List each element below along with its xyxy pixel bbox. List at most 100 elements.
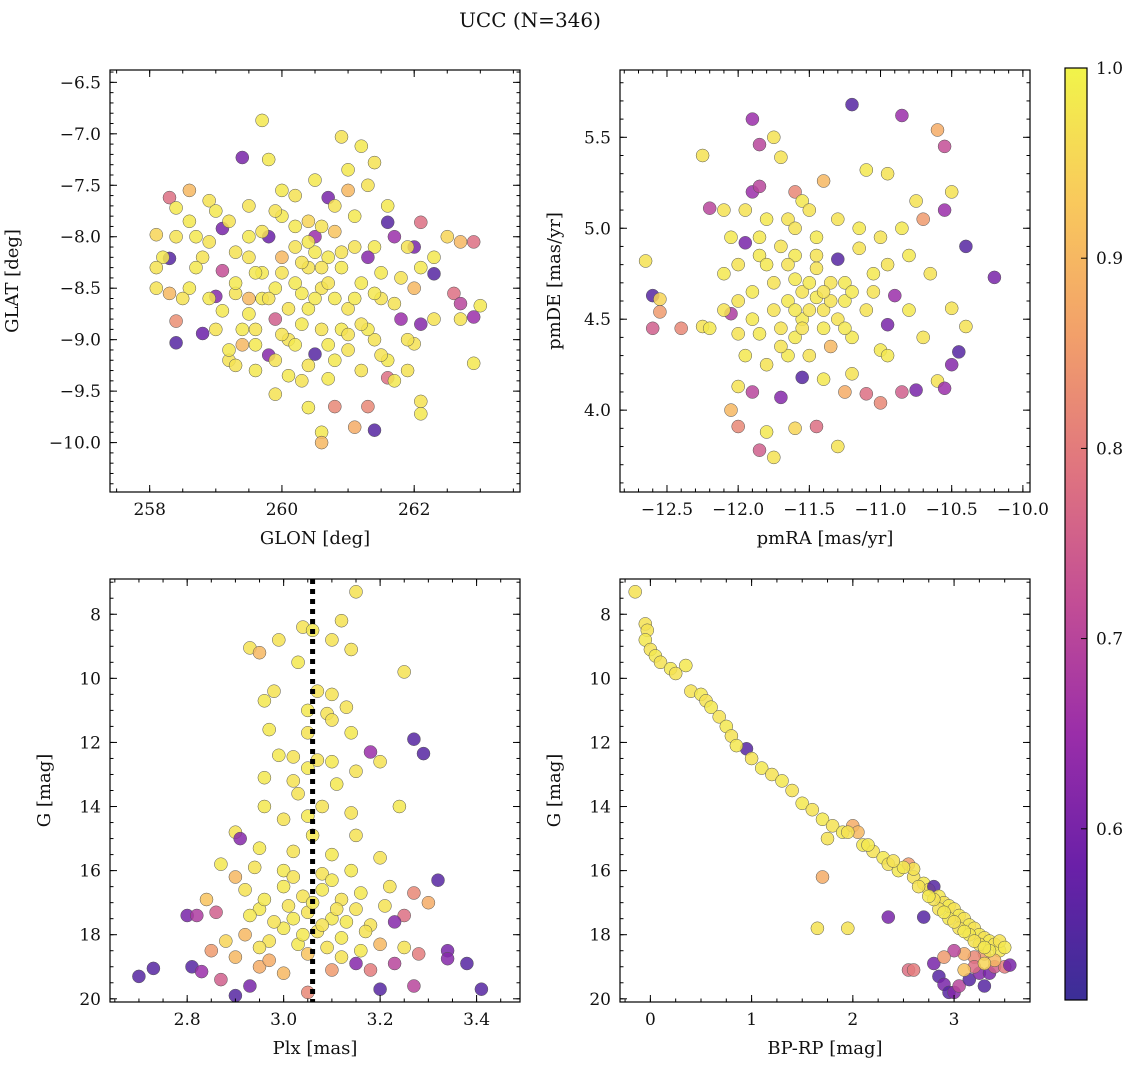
- data-point: [859, 303, 874, 317]
- data-point: [314, 322, 329, 337]
- data-point: [752, 443, 767, 457]
- data-point: [276, 966, 291, 980]
- data-point: [295, 255, 309, 270]
- data-point: [268, 204, 283, 218]
- colorbar-tick-label: 0.9: [1096, 249, 1123, 269]
- data-point: [638, 254, 653, 268]
- data-point: [397, 908, 411, 923]
- data-point: [838, 321, 852, 336]
- data-point: [349, 764, 363, 779]
- data-point: [255, 113, 269, 128]
- data-point: [944, 357, 959, 372]
- data-point: [146, 961, 161, 976]
- y-tick-label: 12: [589, 733, 611, 753]
- x-tick-label: 258: [133, 500, 165, 520]
- data-point: [704, 700, 718, 714]
- data-point: [308, 173, 322, 187]
- data-point: [466, 235, 481, 249]
- data-point: [774, 150, 788, 165]
- data-point: [825, 819, 840, 833]
- y-tick-label: −6.5: [60, 73, 101, 93]
- y-tick-label: −10.0: [49, 434, 101, 454]
- data-point: [411, 947, 426, 961]
- data-point: [759, 357, 774, 372]
- data-point: [859, 163, 874, 177]
- data-point: [653, 305, 667, 319]
- data-point: [334, 245, 349, 259]
- data-point: [431, 873, 445, 887]
- data-point: [427, 312, 441, 326]
- data-point: [363, 745, 378, 759]
- x-tick-label: 3.0: [270, 1010, 297, 1030]
- y-tick-label: 8: [600, 605, 611, 625]
- data-point: [156, 250, 170, 265]
- data-point: [957, 963, 971, 977]
- colorbar-tick-label: 1.0: [1096, 59, 1123, 79]
- x-tick-label: 0: [645, 1010, 656, 1030]
- data-point: [238, 927, 252, 942]
- data-point: [286, 870, 301, 884]
- data-point: [702, 321, 717, 336]
- data-point: [202, 193, 216, 208]
- data-point: [339, 915, 354, 929]
- data-point: [795, 370, 809, 385]
- data-point: [328, 199, 342, 213]
- data-point: [202, 291, 216, 306]
- data-point: [815, 812, 830, 827]
- data-point: [215, 304, 230, 318]
- data-point: [809, 419, 824, 434]
- y-tick-label: −8.5: [60, 279, 101, 299]
- data-point: [759, 257, 774, 272]
- data-point: [257, 892, 272, 907]
- data-point: [288, 188, 302, 203]
- data-point: [238, 883, 252, 897]
- data-point: [795, 321, 809, 336]
- data-point: [987, 270, 1002, 285]
- data-point: [195, 326, 210, 341]
- data-point: [767, 303, 781, 317]
- data-point: [328, 291, 342, 306]
- data-point: [745, 312, 760, 326]
- data-point: [895, 385, 909, 399]
- data-point: [427, 250, 441, 265]
- data-point: [334, 931, 349, 945]
- data-point: [272, 633, 286, 647]
- data-point: [219, 934, 233, 948]
- data-point: [321, 276, 335, 290]
- data-point: [745, 385, 760, 399]
- data-point: [276, 921, 291, 936]
- data-point: [785, 783, 799, 798]
- x-tick-label: −11.0: [854, 500, 906, 520]
- y-tick-label: 14: [79, 798, 101, 818]
- data-point: [308, 347, 322, 361]
- data-point: [453, 296, 468, 311]
- data-point: [852, 241, 866, 256]
- data-point: [248, 322, 263, 337]
- data-point: [407, 886, 421, 900]
- data-point: [838, 385, 852, 399]
- data-point: [880, 257, 895, 272]
- data-point: [344, 806, 358, 820]
- data-point: [261, 152, 276, 167]
- data-point: [957, 924, 971, 939]
- data-point: [952, 345, 966, 359]
- data-point: [880, 317, 895, 332]
- y-tick-label: 5.0: [584, 219, 611, 239]
- y-axis-label: G [mag]: [34, 754, 55, 827]
- data-point: [354, 317, 369, 331]
- y-tick-label: 10: [589, 669, 611, 689]
- data-point: [243, 979, 257, 993]
- data-point: [873, 396, 888, 410]
- data-point: [453, 235, 468, 249]
- data-point: [810, 921, 825, 936]
- data-point: [823, 276, 838, 290]
- data-point: [717, 303, 731, 317]
- y-tick-label: 16: [79, 862, 101, 882]
- data-point: [228, 358, 243, 373]
- data-point: [802, 348, 817, 363]
- data-point: [169, 229, 183, 244]
- data-point: [325, 847, 339, 862]
- y-tick-label: 5.5: [584, 128, 611, 148]
- data-point: [228, 988, 243, 1002]
